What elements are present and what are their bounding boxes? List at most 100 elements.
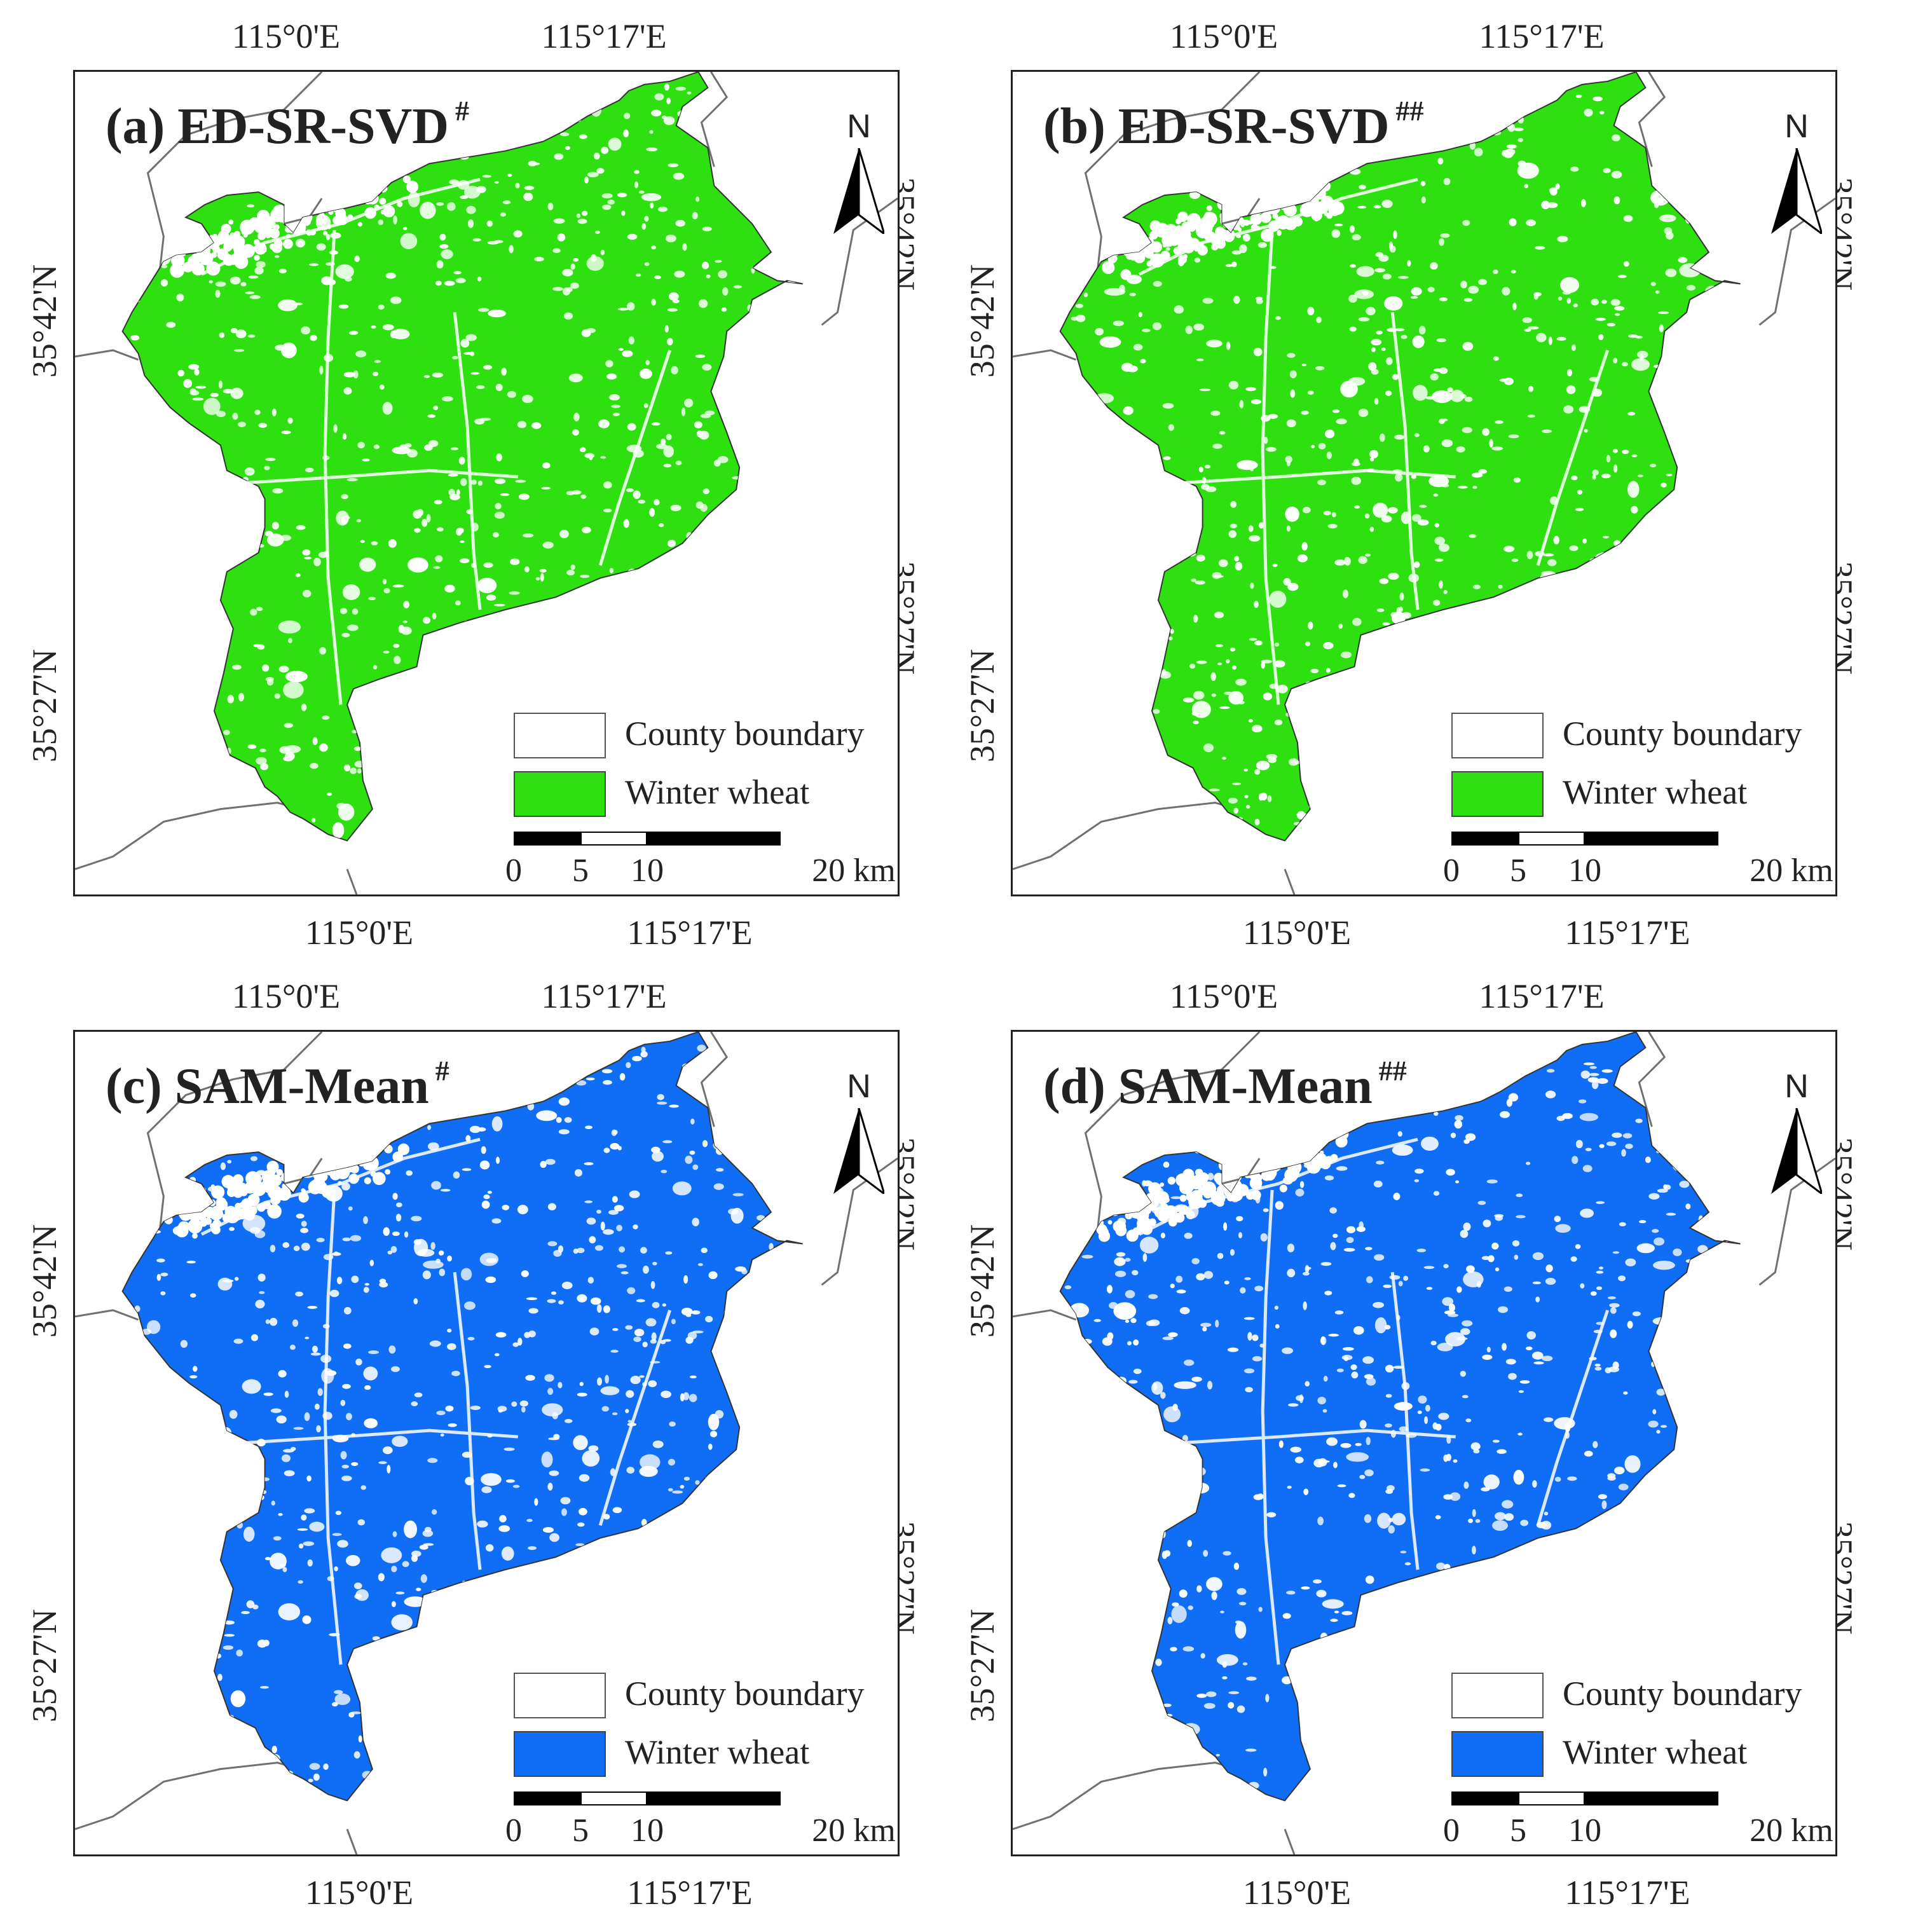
non-wheat-patch — [1489, 87, 1494, 95]
non-wheat-patch — [1087, 1554, 1094, 1560]
urban-patch — [1189, 226, 1193, 230]
county-boundary-northeast — [700, 1032, 729, 1127]
urban-patch — [268, 1188, 278, 1197]
non-wheat-patch — [1176, 1289, 1186, 1294]
non-wheat-patch — [1548, 336, 1552, 345]
non-wheat-patch — [325, 233, 331, 240]
non-wheat-patch — [1105, 797, 1113, 805]
non-wheat-patch — [1072, 285, 1083, 292]
non-wheat-patch — [136, 1690, 142, 1693]
bottom-longitude-1: 115°0'E — [1242, 914, 1352, 952]
non-wheat-patch — [1214, 612, 1224, 619]
non-wheat-patch — [690, 547, 697, 556]
non-wheat-patch — [487, 240, 499, 245]
non-wheat-patch — [603, 1148, 610, 1153]
urban-patch — [303, 1170, 308, 1174]
non-wheat-patch — [696, 430, 703, 437]
urban-patch — [1337, 1128, 1349, 1141]
non-wheat-patch — [266, 678, 274, 686]
non-wheat-patch — [1250, 399, 1262, 404]
non-wheat-patch — [647, 1556, 652, 1560]
non-wheat-patch — [735, 552, 743, 559]
urban-patch — [188, 1189, 196, 1198]
legend-wheat-label: Winter wheat — [625, 1733, 810, 1771]
non-wheat-patch — [259, 1686, 269, 1689]
non-wheat-patch — [156, 1258, 165, 1263]
non-wheat-patch — [456, 1607, 467, 1612]
non-wheat-patch — [689, 1375, 697, 1379]
non-wheat-patch — [1596, 1078, 1608, 1085]
urban-patch — [291, 194, 306, 209]
county-boundary-northeast — [1638, 72, 1666, 167]
non-wheat-patch — [603, 1229, 614, 1235]
non-wheat-patch — [1625, 1143, 1633, 1149]
non-wheat-patch — [1346, 1226, 1356, 1233]
non-wheat-patch — [241, 1611, 250, 1615]
non-wheat-patch — [788, 1383, 794, 1393]
non-wheat-patch — [512, 1342, 519, 1347]
non-wheat-patch — [1508, 434, 1519, 439]
non-wheat-patch — [1145, 500, 1151, 506]
non-wheat-patch — [1724, 1611, 1736, 1617]
non-wheat-patch — [1183, 792, 1192, 796]
non-wheat-patch — [331, 1702, 338, 1707]
non-wheat-patch — [1236, 1705, 1245, 1713]
non-wheat-patch — [608, 137, 622, 151]
non-wheat-patch — [757, 121, 765, 131]
non-wheat-patch — [1663, 628, 1669, 638]
non-wheat-patch — [528, 1330, 536, 1338]
non-wheat-patch — [1492, 695, 1503, 699]
non-wheat-patch — [1102, 1524, 1107, 1527]
non-wheat-patch — [722, 1519, 728, 1523]
non-wheat-patch — [1555, 183, 1560, 190]
non-wheat-patch — [129, 1581, 135, 1585]
non-wheat-patch — [409, 1739, 415, 1744]
non-wheat-patch — [549, 1470, 559, 1476]
non-wheat-patch — [1290, 389, 1296, 398]
non-wheat-patch — [1388, 573, 1399, 580]
non-wheat-patch — [1209, 1135, 1217, 1139]
urban-patch — [1307, 175, 1319, 188]
non-wheat-patch — [154, 559, 162, 568]
non-wheat-patch — [1223, 1551, 1231, 1556]
non-wheat-patch — [1409, 1613, 1420, 1617]
non-wheat-patch — [669, 1104, 679, 1108]
non-wheat-patch — [1413, 86, 1421, 90]
urban-patch — [257, 1183, 267, 1193]
non-wheat-patch — [651, 1146, 661, 1153]
non-wheat-patch — [1445, 1332, 1465, 1346]
non-wheat-patch — [1652, 1409, 1657, 1415]
non-wheat-patch — [636, 273, 641, 277]
non-wheat-patch — [1429, 1754, 1438, 1762]
non-wheat-patch — [1354, 289, 1374, 299]
non-wheat-patch — [1314, 1662, 1325, 1666]
urban-patch — [180, 257, 185, 262]
non-wheat-patch — [1114, 1257, 1126, 1266]
urban-patch — [365, 182, 378, 195]
non-wheat-patch — [1443, 1264, 1449, 1268]
non-wheat-patch — [1087, 1527, 1096, 1531]
non-wheat-patch — [373, 665, 378, 670]
non-wheat-patch — [565, 106, 573, 115]
non-wheat-patch — [1136, 519, 1144, 529]
non-wheat-patch — [741, 503, 746, 511]
non-wheat-patch — [1583, 1062, 1595, 1065]
non-wheat-patch — [1149, 1045, 1155, 1050]
non-wheat-patch — [1248, 1126, 1253, 1132]
non-wheat-patch — [625, 1325, 633, 1330]
urban-patch — [247, 1193, 260, 1206]
non-wheat-patch — [707, 552, 720, 564]
urban-patch — [329, 201, 337, 209]
left-latitude-1: 35°42'N — [963, 264, 1001, 378]
non-wheat-patch — [1099, 1443, 1116, 1455]
non-wheat-patch — [1518, 1390, 1524, 1393]
non-wheat-patch — [1584, 428, 1588, 433]
non-wheat-patch — [652, 1261, 657, 1266]
non-wheat-patch — [310, 763, 318, 769]
county-boundary-south — [1284, 868, 1296, 894]
non-wheat-patch — [769, 554, 786, 563]
non-wheat-patch — [1247, 1332, 1252, 1341]
non-wheat-patch — [1132, 1559, 1143, 1566]
non-wheat-patch — [1582, 1608, 1591, 1616]
non-wheat-patch — [770, 1393, 780, 1397]
